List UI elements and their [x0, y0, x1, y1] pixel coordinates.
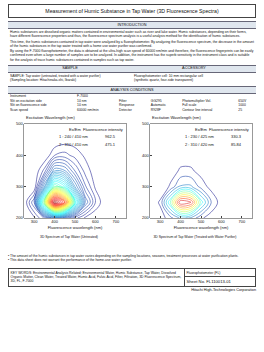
- svg-text:1 : 230 / 425 nm: 1 : 230 / 425 nm: [185, 134, 215, 139]
- html-text:Hitachi High-Technologies Corp: Hitachi High-Technologies Corporation: [191, 288, 256, 293]
- html-text:Slit on fluorescence side: Slit on fluorescence side: [10, 103, 47, 108]
- svg-text:400: 400: [177, 219, 184, 224]
- html-text:Measurement of Humic Substance: Measurement of Humic Substance in Tap Wa…: [45, 8, 219, 14]
- svg-text:300: 300: [142, 184, 149, 189]
- html-text:• The amount of the humic subs: • The amount of the humic substances in …: [8, 254, 239, 258]
- svg-text:400: 400: [142, 153, 149, 158]
- svg-text:Ex/Em: Ex/Em: [69, 127, 81, 132]
- html-text:By using the F-7000 fluorophot: By using the F-7000 fluorophotometer, th…: [10, 49, 254, 62]
- html-text:This time, the humic substance: This time, the humic substances containe…: [10, 39, 254, 48]
- html-text:Sheet No. FL110013-01: Sheet No. FL110013-01: [186, 279, 231, 284]
- html-text:3D Spectrum of Tap Water (Trea: 3D Spectrum of Tap Water (Treated with W…: [153, 235, 237, 239]
- svg-text:200: 200: [142, 215, 149, 220]
- svg-text:Fluorescence wavelength (nm): Fluorescence wavelength (nm): [48, 225, 103, 230]
- svg-text:962.5: 962.5: [105, 134, 116, 139]
- html-text:Response: Response: [119, 103, 135, 108]
- html-text:Humic substances are dissolved: Humic substances are dissolved organic m…: [10, 30, 247, 39]
- html-text:Full scale: Full scale: [182, 103, 197, 108]
- svg-text:1 : 240 / 410 nm: 1 : 240 / 410 nm: [59, 134, 89, 139]
- html-text:Automatic: Automatic: [150, 103, 166, 108]
- svg-text:Ex/Em: Ex/Em: [195, 127, 207, 132]
- svg-text:500: 500: [16, 121, 23, 126]
- svg-text:500: 500: [198, 219, 205, 224]
- html-text:60000 nm/min: 60000 nm/min: [77, 107, 99, 112]
- svg-text:700: 700: [112, 219, 119, 224]
- html-text:F-7000: F-7000: [77, 94, 88, 99]
- html-text:Filter: Filter: [119, 98, 127, 103]
- html-text:Fluorophotometer (FL): Fluorophotometer (FL): [186, 270, 221, 275]
- html-text:SAMPLE: SAMPLE: [62, 66, 78, 71]
- svg-text:200: 200: [16, 215, 23, 220]
- html-text:(synthetic quartz, four-side t: (synthetic quartz, four-side transparent…: [134, 77, 194, 82]
- svg-text:400: 400: [51, 219, 58, 224]
- svg-text:Fluorescence intensity: Fluorescence intensity: [209, 127, 249, 132]
- html-text:R928F: R928F: [150, 107, 161, 112]
- html-text:• This data sheet does not war: • This data sheet does not warrant the p…: [8, 258, 132, 263]
- svg-text:Fluorescence intensity: Fluorescence intensity: [83, 127, 123, 132]
- svg-text:Excitation Wavelength (nm): Excitation Wavelength (nm): [26, 115, 75, 120]
- svg-text:85.84: 85.84: [231, 142, 242, 147]
- svg-text:400: 400: [16, 153, 23, 158]
- svg-text:2 : 310 / 410 nm: 2 : 310 / 410 nm: [59, 142, 89, 147]
- html-text:Detector: Detector: [119, 107, 132, 112]
- svg-text:600: 600: [92, 219, 99, 224]
- svg-text:300: 300: [157, 219, 164, 224]
- html-text:3D Spectrum of Tap Water (Untr: 3D Spectrum of Tap Water (Untreated): [40, 235, 98, 239]
- html-text:1000: 1000: [238, 103, 246, 108]
- svg-text:Fluorescence wavelength (nm): Fluorescence wavelength (nm): [174, 225, 229, 230]
- html-text:10 nm: 10 nm: [77, 103, 87, 108]
- svg-text:330.3: 330.3: [231, 134, 242, 139]
- html-text:Photomultiplier Vol.: Photomultiplier Vol.: [182, 98, 212, 103]
- html-text:KEY WORDS: Environmental Analy: KEY WORDS: Environmental Analysis Relate…: [10, 270, 182, 284]
- html-text:25: 25: [238, 107, 243, 112]
- svg-text:2 : 310 / 420 nm: 2 : 310 / 420 nm: [185, 142, 215, 147]
- html-text:Slit on excitation side: Slit on excitation side: [10, 98, 42, 103]
- svg-text:300: 300: [31, 219, 38, 224]
- html-text:Fluorophotometer cell: 10 mm r: Fluorophotometer cell: 10 mm rectangular…: [134, 73, 203, 78]
- svg-text:475.1: 475.1: [105, 142, 116, 147]
- html-text:650V: 650V: [238, 98, 247, 103]
- html-text:ACCESSORY: ACCESSORY: [182, 66, 206, 71]
- html-text:Scan speed: Scan speed: [10, 107, 28, 112]
- html-text:GG295: GG295: [150, 98, 162, 103]
- html-text:(Sampling location: Hitachinak: (Sampling location: Hitachinaka-shi, Iba…: [10, 77, 77, 82]
- svg-text:700: 700: [238, 219, 245, 224]
- svg-text:500: 500: [142, 121, 149, 126]
- svg-text:500: 500: [72, 219, 79, 224]
- html-text:SAMPLE: Tap water (untreated,: SAMPLE: Tap water (untreated, treated wi…: [10, 73, 101, 78]
- svg-text:600: 600: [218, 219, 225, 224]
- html-text:10 nm: 10 nm: [77, 98, 87, 103]
- html-text:Contour line interval: Contour line interval: [182, 107, 213, 112]
- html-text:ANALYSIS CONDITIONS: ANALYSIS CONDITIONS: [110, 87, 154, 92]
- html-text:Instrument: Instrument: [10, 94, 26, 99]
- html-text:INTRODUCTION: INTRODUCTION: [117, 22, 147, 27]
- svg-text:Excitation Wavelength (nm): Excitation Wavelength (nm): [152, 115, 201, 120]
- svg-text:300: 300: [16, 184, 23, 189]
